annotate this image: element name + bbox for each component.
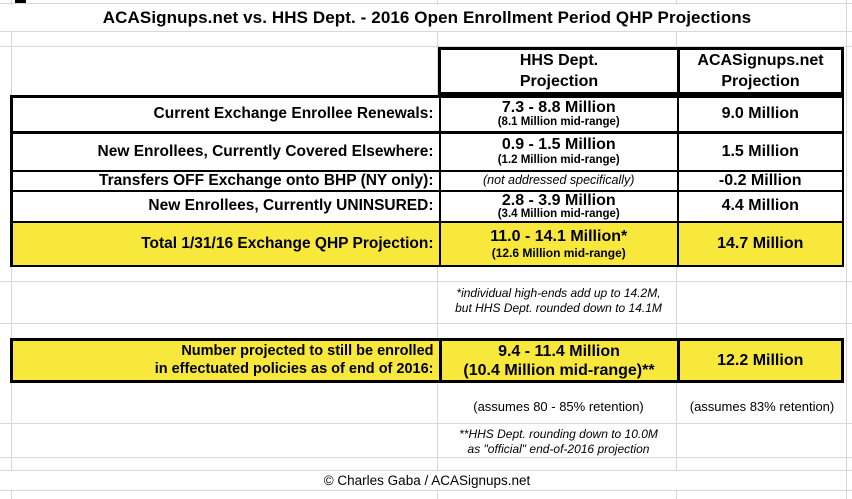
hhs-not-addressed-note: (not addressed specifically): [483, 173, 635, 188]
grid-hline: [0, 31, 852, 32]
footnote-total-rounding: *individual high-ends add up to 14.2M, b…: [441, 286, 676, 316]
grid-hline: [0, 470, 852, 471]
header-aca-line2: Projection: [721, 73, 800, 90]
aca-value-cell: 1.5 Million: [679, 133, 842, 170]
table-row-uninsured: New Enrollees, Currently UNINSURED: 2.8 …: [12, 192, 842, 221]
end-of-2016-table: Number projected to still be enrolled in…: [10, 338, 844, 383]
header-hhs-line2: Projection: [519, 73, 599, 90]
sheet-title: ACASignups.net vs. HHS Dept. - 2016 Open…: [10, 4, 844, 31]
row-label: Total 1/31/16 Exchange QHP Projection:: [12, 223, 439, 265]
eoy-hhs-midrange: (10.4 Million mid-range)**: [463, 361, 655, 379]
hhs-value-cell: 2.8 - 3.9 Million (3.4 Million mid-range…: [441, 192, 677, 221]
eoy-hhs-value-cell: 9.4 - 11.4 Million (10.4 Million mid-ran…: [441, 341, 677, 380]
hhs-midrange: (8.1 Million mid-range): [497, 116, 620, 129]
row-label: Transfers OFF Exchange onto BHP (NY only…: [12, 172, 439, 190]
hhs-range: 7.3 - 8.8 Million: [501, 98, 616, 116]
grid-hline: [0, 281, 852, 282]
row-label: Current Exchange Enrollee Renewals:: [12, 97, 439, 131]
grid-hline: [0, 423, 852, 424]
eoy-row-label: Number projected to still be enrolled in…: [13, 341, 439, 380]
aca-value-cell: 4.4 Million: [679, 192, 842, 221]
hhs-range: 0.9 - 1.5 Million: [501, 136, 616, 153]
header-hhs-line1: HHS Dept.: [519, 52, 599, 69]
hhs-midrange: (3.4 Million mid-range): [497, 208, 620, 220]
copyright-credit: © Charles Gaba / ACASignups.net: [10, 471, 844, 490]
hhs-retention-assumption: (assumes 80 - 85% retention): [473, 399, 644, 414]
eoy-hhs-range: 9.4 - 11.4 Million: [498, 342, 620, 360]
eoy-label-line2: in effectuated policies as of end of 201…: [154, 360, 434, 377]
grid-vline-right: [846, 0, 847, 499]
eoy-aca-value-cell: 12.2 Million: [679, 341, 841, 380]
footnote-eoy-rounding: **HHS Dept. rounding down to 10.0M as "o…: [441, 427, 676, 457]
hhs-midrange: (12.6 Million mid-range): [491, 245, 626, 260]
header-aca-projection: ACASignups.net Projection: [680, 50, 841, 92]
aca-retention-assumption: (assumes 83% retention): [689, 399, 835, 414]
footnote-line: **HHS Dept. rounding down to 10.0M: [459, 427, 658, 441]
grid-hline: [0, 457, 852, 458]
border-fragment: [15, 0, 26, 3]
hhs-value-cell: 7.3 - 8.8 Million (8.1 Million mid-range…: [441, 97, 677, 131]
aca-value-cell: 9.0 Million: [679, 97, 842, 131]
hhs-value-cell: (not addressed specifically): [441, 172, 677, 190]
footnote-line: *individual high-ends add up to 14.2M,: [456, 286, 661, 300]
hhs-range: 2.8 - 3.9 Million: [501, 191, 616, 209]
hhs-value-cell: 11.0 - 14.1 Million* (12.6 Million mid-r…: [441, 223, 677, 265]
grid-hline: [0, 490, 852, 491]
row-label: New Enrollees, Currently Covered Elsewhe…: [12, 133, 439, 170]
footnote-line: but HHS Dept. rounded down to 14.1M: [455, 301, 662, 315]
aca-value-cell: -0.2 Million: [679, 172, 842, 190]
table-row-covered-elsewhere: New Enrollees, Currently Covered Elsewhe…: [12, 133, 842, 170]
table-row-renewals: Current Exchange Enrollee Renewals: 7.3 …: [12, 97, 842, 131]
column-headers: HHS Dept. Projection ACASignups.net Proj…: [438, 47, 844, 95]
header-hhs-projection: HHS Dept. Projection: [441, 50, 677, 92]
row-label: New Enrollees, Currently UNINSURED:: [12, 192, 439, 221]
hhs-midrange: (1.2 Million mid-range): [497, 153, 620, 166]
projection-table: Current Exchange Enrollee Renewals: 7.3 …: [10, 95, 844, 267]
hhs-value-cell: 0.9 - 1.5 Million (1.2 Million mid-range…: [441, 133, 677, 170]
grid-hline: [0, 46, 852, 47]
grid-hline: [0, 323, 852, 324]
header-aca-line1: ACASignups.net: [697, 52, 824, 69]
eoy-label-line1: Number projected to still be enrolled: [181, 343, 434, 359]
hhs-range: 11.0 - 14.1 Million*: [490, 227, 628, 245]
footnote-line: as "official" end-of-2016 projection: [467, 442, 650, 456]
table-row-bhp-transfers: Transfers OFF Exchange onto BHP (NY only…: [12, 172, 842, 190]
aca-value-cell: 14.7 Million: [679, 223, 842, 265]
table-row-total: Total 1/31/16 Exchange QHP Projection: 1…: [12, 223, 842, 265]
grid-hline: [0, 3, 852, 4]
